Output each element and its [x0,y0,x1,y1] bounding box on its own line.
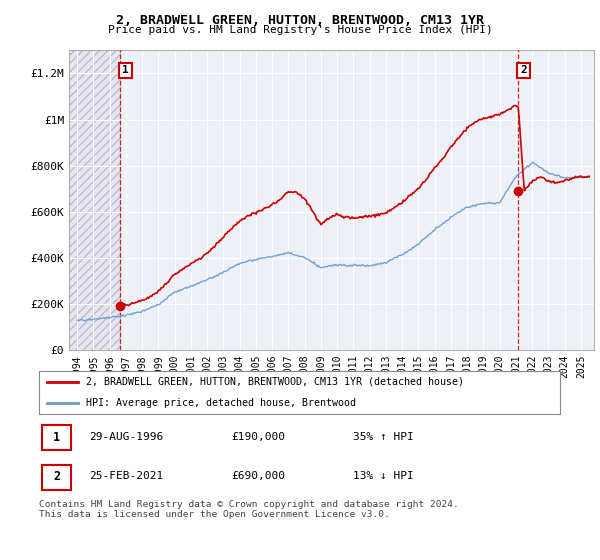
Text: HPI: Average price, detached house, Brentwood: HPI: Average price, detached house, Bren… [86,398,356,408]
Text: 35% ↑ HPI: 35% ↑ HPI [353,432,413,442]
Bar [69,50,121,350]
Text: 29-AUG-1996: 29-AUG-1996 [89,432,163,442]
FancyBboxPatch shape [43,425,71,450]
Text: 13% ↓ HPI: 13% ↓ HPI [353,472,413,482]
Text: 2: 2 [53,470,60,483]
Text: 2, BRADWELL GREEN, HUTTON, BRENTWOOD, CM13 1YR: 2, BRADWELL GREEN, HUTTON, BRENTWOOD, CM… [116,14,484,27]
Text: Contains HM Land Registry data © Crown copyright and database right 2024.
This d: Contains HM Land Registry data © Crown c… [39,500,459,519]
Text: 2, BRADWELL GREEN, HUTTON, BRENTWOOD, CM13 1YR (detached house): 2, BRADWELL GREEN, HUTTON, BRENTWOOD, CM… [86,377,464,387]
FancyBboxPatch shape [38,371,560,414]
Text: £190,000: £190,000 [232,432,286,442]
Text: 25-FEB-2021: 25-FEB-2021 [89,472,163,482]
Text: 1: 1 [53,431,60,444]
Text: 1: 1 [122,66,129,76]
Text: 2: 2 [520,66,527,76]
Text: Price paid vs. HM Land Registry's House Price Index (HPI): Price paid vs. HM Land Registry's House … [107,25,493,35]
FancyBboxPatch shape [43,465,71,489]
Text: £690,000: £690,000 [232,472,286,482]
